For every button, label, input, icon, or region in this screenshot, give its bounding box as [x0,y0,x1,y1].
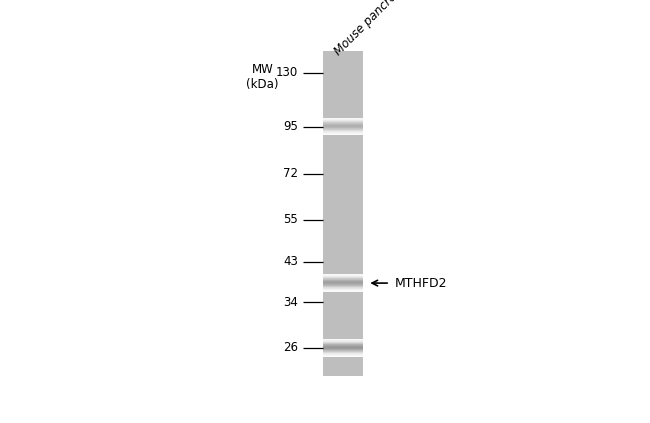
Bar [323,356,363,357]
Bar [323,277,363,278]
Bar [323,342,363,343]
Text: Mouse pancreas: Mouse pancreas [332,0,409,58]
Bar [323,282,363,283]
Bar [323,133,363,134]
Bar [323,347,363,348]
Bar [323,349,363,350]
Bar [323,128,363,129]
Text: 43: 43 [283,255,298,269]
Bar [323,341,363,342]
Bar [323,289,363,290]
Text: 55: 55 [283,213,298,226]
Bar [323,130,363,131]
Bar [323,352,363,353]
Bar [323,284,363,285]
Bar [323,120,363,121]
Bar [323,124,363,125]
Bar [323,279,363,280]
Text: MW
(kDa): MW (kDa) [246,63,279,91]
Bar [323,51,363,376]
Bar [323,127,363,128]
Bar [323,278,363,279]
Bar [323,125,363,126]
Bar [323,339,363,340]
Bar [323,276,363,277]
Bar [323,119,363,120]
Bar [323,280,363,281]
Bar [323,345,363,346]
Text: 26: 26 [283,341,298,354]
Bar [323,134,363,135]
Text: 72: 72 [283,168,298,180]
Bar [323,291,363,292]
Text: 95: 95 [283,120,298,133]
Bar [323,348,363,349]
Bar [323,287,363,288]
Text: 34: 34 [283,296,298,309]
Bar [323,351,363,352]
Bar [323,343,363,344]
Bar [323,118,363,119]
Bar [323,283,363,284]
Bar [323,355,363,356]
Bar [323,346,363,347]
Bar [323,350,363,351]
Bar [323,126,363,127]
Bar [323,353,363,354]
Bar [323,275,363,276]
Text: 130: 130 [276,66,298,80]
Bar [323,121,363,122]
Bar [323,281,363,282]
Bar [323,131,363,132]
Bar [323,290,363,291]
Bar [323,122,363,123]
Bar [323,132,363,133]
Bar [323,340,363,341]
Text: MTHFD2: MTHFD2 [395,277,448,290]
Bar [323,344,363,345]
Bar [323,285,363,286]
Bar [323,288,363,289]
Bar [323,286,363,287]
Bar [323,354,363,355]
Bar [323,129,363,130]
Bar [323,123,363,124]
